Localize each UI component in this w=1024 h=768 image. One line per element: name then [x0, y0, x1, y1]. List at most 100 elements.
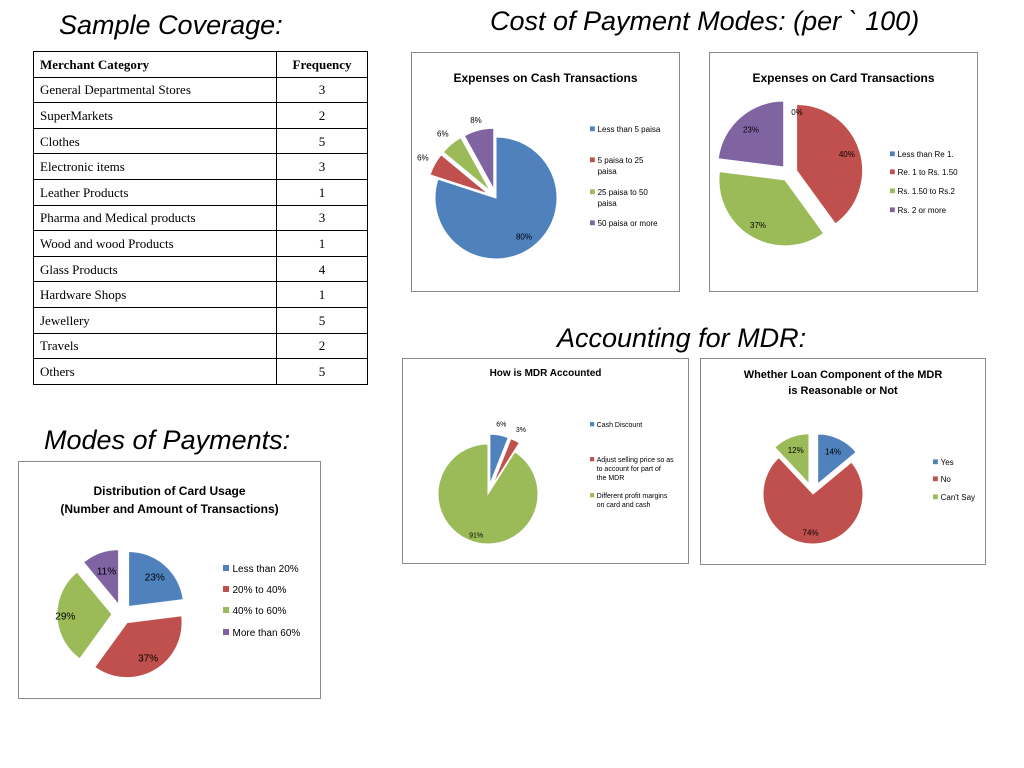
loan-component-chart-box: Whether Loan Component of the MDR is Reas… [700, 358, 986, 565]
column-header-frequency: Frequency [276, 51, 368, 78]
card-expenses-legend-swatch-re-1-to-rs-1-50 [890, 169, 895, 175]
cash-expenses-legend-entry-5-paisa-to-25-paisa: 5 paisa to 25 paisa [598, 156, 644, 176]
card-expenses-legend-swatch-less-than-re-1 [890, 151, 895, 157]
mdr-accounted-legend-entry-adjust-selling-price-so-as-to-account-for-part-of-the-mdr: Adjust selling price so as to account for… [597, 457, 675, 482]
loan-component-legend-swatch-can-t-say [933, 494, 938, 500]
frequency-cell: 1 [276, 178, 368, 206]
card-expenses-legend-entry-re-1-to-rs-1-50: Re. 1 to Rs. 1.50 [898, 168, 959, 177]
card-expenses-data-label-less-than-re-1: 0% [791, 108, 803, 117]
loan-component-slice-no [762, 456, 864, 545]
card-usage-slice-more-than-60 [82, 549, 120, 606]
mdr-accounted-data-label-adjust-selling-price-so-as-to-account-for-part-of-the-mdr: 3% [516, 427, 526, 434]
frequency-cell: 2 [276, 332, 368, 360]
loan-component-data-label-yes: 14% [825, 447, 841, 456]
mdr-accounted-slice-adjust-selling-price-so-as-to-account-for-part-of-the-mdr [492, 437, 521, 486]
table-row: Hardware Shops 1 [33, 281, 368, 308]
card-expenses-legend-entry-rs-2-or-more: Rs. 2 or more [898, 206, 947, 215]
card-usage-legend-entry-more-than-60: More than 60% [233, 628, 301, 639]
card-usage-legend-swatch-less-than-20 [223, 565, 229, 571]
mdr-accounted-slice-cash-discount [489, 433, 509, 485]
frequency-cell: 1 [276, 230, 368, 257]
table-row: Others 5 [33, 358, 368, 385]
mdr-accounted-slice-different-profit-margins-on-card-and-cash [437, 443, 539, 545]
cash-expenses-slice-5-paisa-to-25-paisa [429, 154, 489, 195]
modes-of-payments-heading: Modes of Payments: [44, 425, 291, 455]
frequency-cell: 3 [276, 204, 368, 232]
merchant-category-cell: Hardware Shops [33, 281, 277, 308]
cash-expenses-data-label-5-paisa-to-25-paisa: 6% [417, 154, 429, 163]
cash-expenses-legend-swatch-25-paisa-to-50-paisa [590, 189, 595, 195]
frequency-cell: 2 [276, 102, 368, 129]
card-usage-legend-entry-20-to-40: 20% to 40% [233, 585, 287, 596]
card-usage-slice-20-to-40 [94, 615, 183, 679]
table-row: Clothes 5 [33, 127, 368, 155]
card-expenses-data-label-re-1-to-rs-1-50: 40% [839, 150, 855, 159]
merchant-category-cell: Travels [33, 332, 277, 360]
card-usage-data-label-40-to-60: 29% [55, 611, 75, 622]
table-header-row: Merchant Category Frequency [33, 51, 368, 78]
table-row: Jewellery 5 [33, 306, 368, 334]
card-expenses-legend-entry-less-than-re-1: Less than Re 1. [898, 150, 954, 159]
loan-component-slice-yes [817, 433, 857, 486]
card-usage-legend-swatch-20-to-40 [223, 586, 229, 592]
cash-expenses-pie-chart: Expenses on Cash Transactions 80% 6% 6% 8% Le… [417, 71, 661, 260]
cash-expenses-legend-swatch-50-paisa-or-more [590, 220, 595, 226]
merchant-category-cell: Leather Products [33, 178, 277, 206]
cash-expenses-slice-50-paisa-or-more [463, 127, 495, 190]
mdr-accounted-legend-swatch-cash-discount [590, 422, 595, 427]
mdr-accounted-data-label-different-profit-margins-on-card-and-cash: 91% [469, 532, 483, 539]
cash-expenses-legend-swatch-5-paisa-to-25-paisa [590, 157, 595, 163]
table-row: Travels 2 [33, 332, 368, 360]
cash-expenses-legend-entry-25-paisa-to-50-paisa: 25 paisa to 50 paisa [598, 188, 649, 208]
mdr-accounted-legend-entry-cash-discount: Cash Discount [597, 422, 643, 429]
table-row: SuperMarkets 2 [33, 102, 368, 129]
frequency-cell: 4 [276, 255, 368, 283]
card-usage-chart-title: (Number and Amount of Transactions) [60, 502, 278, 516]
loan-component-chart-title: Whether Loan Component of the MDR [744, 369, 943, 381]
cost-of-payment-modes-heading: Cost of Payment Modes: (per ` 100) [490, 6, 920, 36]
frequency-cell: 5 [276, 127, 368, 155]
frequency-cell: 5 [276, 306, 368, 334]
mdr-accounted-data-label-cash-discount: 6% [496, 422, 506, 429]
card-usage-data-label-20-to-40: 37% [138, 654, 158, 665]
sample-coverage-table: Merchant Category Frequency General Depa… [33, 51, 368, 385]
mdr-accounted-legend-entry-different-profit-margins-on-card-and-cash: Different profit margins on card and cash [597, 493, 668, 509]
card-expenses-legend-swatch-rs-2-or-more [890, 207, 895, 213]
mdr-accounted-legend-swatch-adjust-selling-price-so-as-to-account-for-part-of-the-mdr [590, 457, 595, 462]
loan-component-legend-swatch-yes [933, 459, 938, 465]
card-usage-legend-swatch-more-than-60 [223, 629, 229, 635]
merchant-category-cell: SuperMarkets [33, 102, 277, 129]
merchant-category-cell: General Departmental Stores [33, 76, 277, 104]
card-usage-pie-chart: Distribution of Card Usage (Number and Am… [55, 484, 301, 679]
frequency-cell: 3 [276, 76, 368, 104]
table-row: Leather Products 1 [33, 178, 368, 206]
table-row: Pharma and Medical products 3 [33, 204, 368, 232]
accounting-for-mdr-heading: Accounting for MDR: [557, 323, 807, 353]
card-expenses-slice-rs-1-50-to-rs-2 [718, 171, 825, 247]
merchant-category-cell: Wood and wood Products [33, 230, 277, 257]
loan-component-slice-can-t-say [774, 433, 810, 486]
mdr-accounted-pie-chart: How is MDR Accounted 6% 3% 91% Cash Discount… [437, 368, 675, 545]
loan-component-data-label-can-t-say: 12% [788, 446, 804, 455]
cash-expenses-slice-less-than-5-paisa [434, 136, 558, 260]
card-usage-legend-entry-40-to-60: 40% to 60% [233, 606, 287, 617]
loan-component-legend-entry-yes: Yes [941, 458, 954, 467]
card-expenses-slice-rs-2-or-more [717, 100, 785, 168]
loan-component-legend-swatch-no [933, 476, 938, 482]
frequency-cell: 1 [276, 281, 368, 308]
sample-coverage-heading: Sample Coverage: [59, 10, 283, 40]
mdr-accounted-legend-swatch-different-profit-margins-on-card-and-cash [590, 493, 595, 498]
loan-component-pie-chart: Whether Loan Component of the MDR is Reas… [744, 369, 975, 545]
card-usage-legend-swatch-40-to-60 [223, 607, 229, 613]
card-expenses-data-label-rs-2-or-more: 23% [743, 126, 759, 135]
card-usage-data-label-less-than-20: 23% [145, 572, 165, 583]
merchant-category-cell: Pharma and Medical products [33, 204, 277, 232]
card-usage-chart-box: Distribution of Card Usage (Number and Am… [18, 461, 321, 699]
card-usage-chart-title: Distribution of Card Usage [93, 484, 245, 498]
card-usage-slice-less-than-20 [128, 550, 184, 608]
loan-component-legend-entry-no: No [941, 475, 952, 484]
loan-component-data-label-no: 74% [803, 529, 819, 538]
merchant-category-cell: Electronic items [33, 153, 277, 180]
table-row: Wood and wood Products 1 [33, 230, 368, 257]
card-usage-legend-entry-less-than-20: Less than 20% [233, 564, 299, 575]
